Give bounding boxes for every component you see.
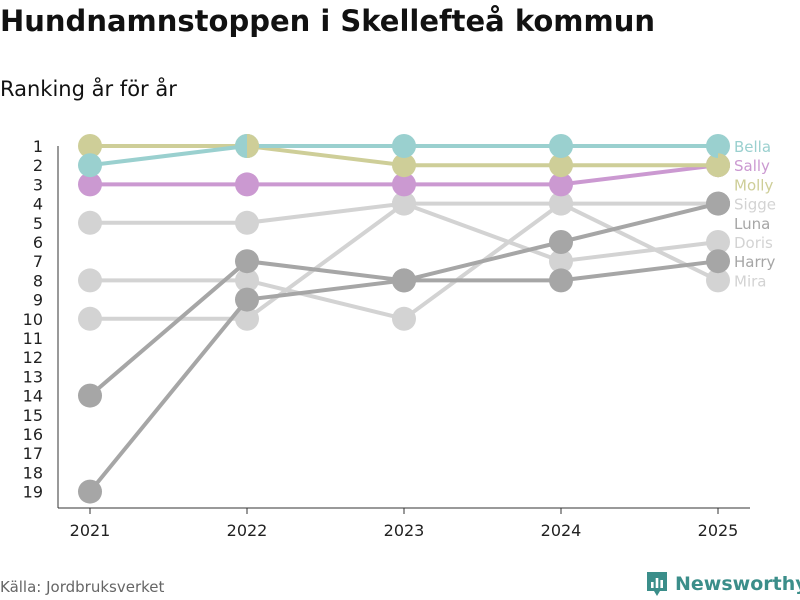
- legend-label-bella: Bella: [734, 138, 771, 156]
- point-sigge-2023: [392, 191, 416, 216]
- legend-label-doris: Doris: [734, 234, 773, 252]
- legend-label-luna: Luna: [734, 215, 770, 233]
- source-note: Källa: Jordbruksverket: [0, 578, 165, 596]
- y-tick-label-15: 15: [23, 406, 43, 425]
- point-harry-2021: [78, 383, 102, 408]
- point-luna-2023: [392, 268, 416, 293]
- tie-marker-luna-2025: [718, 191, 730, 216]
- point-harry-2024: [549, 268, 573, 293]
- y-tick-label-5: 5: [33, 214, 43, 233]
- y-tick-label-18: 18: [23, 463, 43, 482]
- point-doris-2022: [235, 306, 259, 331]
- point-mira-2025: [706, 268, 730, 293]
- point-sigge-2021: [78, 210, 102, 235]
- x-tick-label-2022: 2022: [227, 521, 268, 540]
- y-tick-label-11: 11: [23, 329, 43, 348]
- y-tick-label-6: 6: [33, 233, 43, 252]
- x-tick-label-2023: 2023: [384, 521, 425, 540]
- point-luna-2022: [235, 287, 259, 312]
- x-tick-label-2025: 2025: [698, 521, 739, 540]
- point-luna-2024: [549, 230, 573, 254]
- y-tick-label-14: 14: [23, 387, 43, 406]
- point-sigge-2022: [235, 210, 259, 235]
- point-sally-2024: [549, 172, 573, 197]
- brand-logo: Newsworthy: [645, 570, 800, 598]
- legend-label-mira: Mira: [734, 272, 766, 290]
- point-mira-2022: [235, 268, 259, 293]
- y-tick-label-2: 2: [33, 156, 43, 175]
- legend-label-harry: Harry: [734, 253, 776, 271]
- chart-subtitle: Ranking år för år: [0, 77, 177, 101]
- newsworthy-icon: [647, 572, 667, 596]
- point-molly-2024: [549, 153, 573, 178]
- y-tick-label-16: 16: [23, 425, 43, 444]
- point-bella-2024: [549, 134, 573, 158]
- y-tick-label-9: 9: [33, 291, 43, 310]
- y-tick-label-17: 17: [23, 444, 43, 463]
- y-tick-label-13: 13: [23, 367, 43, 386]
- y-tick-label-1: 1: [33, 137, 43, 156]
- y-tick-label-12: 12: [23, 348, 43, 367]
- point-doris-2025: [706, 230, 730, 254]
- y-tick-label-7: 7: [33, 252, 43, 271]
- point-bella-2021: [78, 153, 102, 178]
- point-mira-2021: [78, 268, 102, 293]
- tie-marker-molly-2022: [247, 134, 259, 158]
- x-tick-label-2024: 2024: [541, 521, 582, 540]
- point-harry-2022: [235, 249, 259, 274]
- point-molly-2023: [392, 153, 416, 178]
- point-doris-2024: [549, 249, 573, 274]
- point-sally-2022: [235, 172, 259, 197]
- y-tick-label-19: 19: [23, 483, 43, 502]
- tie-marker-molly-2025: [718, 153, 730, 178]
- series-molly: [78, 134, 730, 178]
- point-sally-2023: [392, 172, 416, 197]
- brand-name: Newsworthy: [675, 573, 800, 595]
- y-tick-label-8: 8: [33, 271, 43, 290]
- point-harry-2025: [706, 249, 730, 274]
- chart-title: Hundnamnstoppen i Skellefteå kommun: [0, 4, 655, 38]
- y-tick-label-10: 10: [23, 310, 43, 329]
- point-luna-2021: [78, 479, 102, 504]
- series-sigge: [78, 191, 730, 235]
- point-sigge-2024: [549, 191, 573, 216]
- point-molly-2021: [78, 134, 102, 158]
- series-line-luna: [88, 201, 719, 493]
- y-tick-label-4: 4: [33, 195, 43, 214]
- point-bella-2025: [706, 134, 730, 158]
- point-sally-2021: [78, 172, 102, 197]
- point-doris-2021: [78, 306, 102, 331]
- y-tick-label-3: 3: [33, 175, 43, 194]
- point-mira-2023: [392, 306, 416, 331]
- legend-label-molly: Molly: [734, 176, 773, 194]
- legend-label-sally: Sally: [734, 157, 770, 175]
- x-tick-label-2021: 2021: [70, 521, 111, 540]
- legend-label-sigge: Sigge: [734, 196, 776, 214]
- point-bella-2023: [392, 134, 416, 158]
